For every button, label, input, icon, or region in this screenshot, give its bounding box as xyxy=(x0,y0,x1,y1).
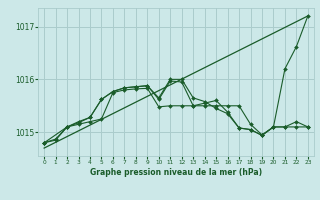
X-axis label: Graphe pression niveau de la mer (hPa): Graphe pression niveau de la mer (hPa) xyxy=(90,168,262,177)
